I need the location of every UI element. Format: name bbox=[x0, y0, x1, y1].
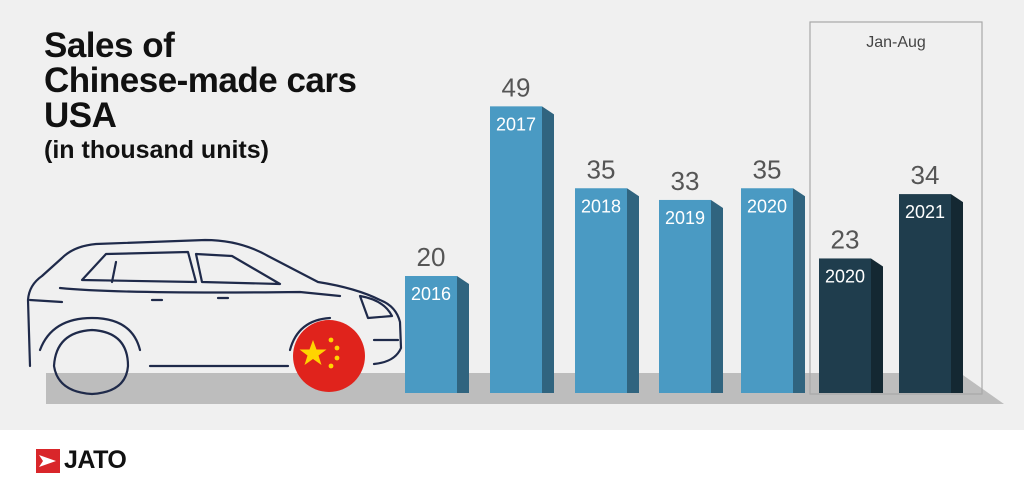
bar-category-label: 2021 bbox=[905, 202, 945, 222]
chart-title-block: Sales of Chinese-made cars USA (in thous… bbox=[44, 26, 357, 165]
bar bbox=[659, 199, 711, 393]
bar-value-label: 35 bbox=[753, 154, 782, 184]
bar bbox=[490, 106, 542, 393]
bar-group: 2021 34 bbox=[899, 160, 963, 393]
bar-group: 2016 20 bbox=[405, 242, 469, 393]
chart-canvas: Jan-Aug 20162020174920183520193320203520… bbox=[26, 21, 1004, 404]
jato-logo[interactable]: JATO bbox=[36, 446, 127, 475]
bar-value-label: 35 bbox=[587, 154, 616, 184]
jan-aug-box bbox=[809, 21, 983, 395]
bar bbox=[405, 276, 457, 393]
flag-big-star bbox=[299, 340, 327, 365]
bar-category-label: 2016 bbox=[411, 284, 451, 304]
car-outline-icon bbox=[26, 238, 403, 396]
bars-layer: 2016 20 2017 49 2018 35 2019 33 2020 35 2020 23 2021… bbox=[405, 72, 963, 393]
jato-logo-icon bbox=[36, 448, 60, 473]
chart-title-line-3: USA bbox=[44, 96, 117, 135]
chart-title-line-1: Sales of bbox=[44, 26, 175, 65]
bar bbox=[575, 188, 627, 393]
jan-aug-label: Jan-Aug bbox=[866, 34, 926, 51]
bar bbox=[741, 188, 793, 393]
bar-group: 2019 33 bbox=[659, 166, 723, 393]
bar-value-label: 49 bbox=[502, 72, 531, 102]
bar-side bbox=[951, 194, 963, 393]
bar-group: 2017 49 bbox=[490, 72, 554, 393]
bar-side bbox=[627, 188, 639, 393]
bar-category-label: 2018 bbox=[581, 196, 621, 216]
bar-category-label: 2017 bbox=[496, 114, 536, 134]
bar-side bbox=[542, 106, 554, 393]
jato-logo-text: JATO bbox=[64, 446, 127, 474]
bar-side bbox=[457, 276, 469, 393]
bar-category-label: 2020 bbox=[747, 196, 787, 216]
bar-side bbox=[793, 188, 805, 393]
china-flag-icon bbox=[293, 320, 365, 392]
bar bbox=[819, 258, 871, 393]
bar-value-label: 33 bbox=[671, 166, 700, 196]
bar-group: 2018 35 bbox=[575, 154, 639, 393]
bar-group: 2020 35 bbox=[741, 154, 805, 393]
bar-value-label: 20 bbox=[417, 242, 446, 272]
bar-group: 2020 23 bbox=[819, 224, 883, 393]
footer bbox=[0, 430, 1024, 487]
bar-category-label: 2019 bbox=[665, 208, 705, 228]
bar-side bbox=[711, 199, 723, 393]
chart-subtitle: (in thousand units) bbox=[44, 136, 269, 164]
bar-side bbox=[871, 258, 883, 393]
bar bbox=[899, 194, 951, 393]
chart-title-line-2: Chinese-made cars bbox=[44, 61, 357, 100]
bar-category-label: 2020 bbox=[825, 266, 865, 286]
bar-value-label: 23 bbox=[831, 224, 860, 254]
bar-value-label: 34 bbox=[911, 160, 940, 190]
